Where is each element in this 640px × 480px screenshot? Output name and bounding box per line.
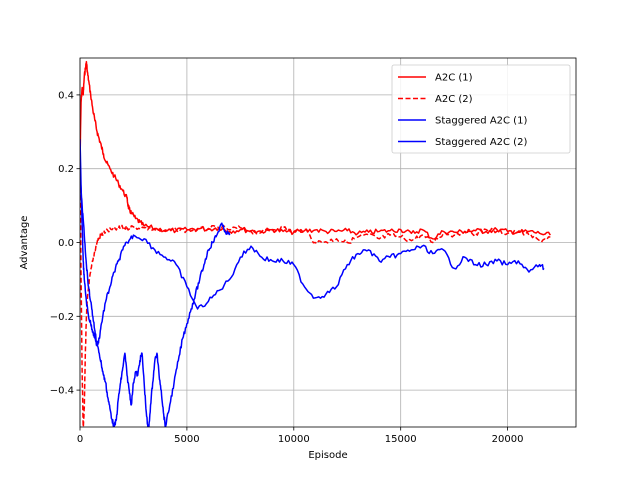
legend-label: Staggered A2C (2) <box>435 137 527 148</box>
legend-label: A2C (1) <box>435 73 473 84</box>
series-line-4 <box>80 176 545 347</box>
x-tick-label: 0 <box>77 434 83 445</box>
x-axis-label: Episode <box>308 450 347 461</box>
y-tick-label: −0.4 <box>50 386 74 397</box>
y-tick-label: 0.0 <box>58 238 74 249</box>
x-tick-label: 10000 <box>278 434 310 445</box>
y-axis-label: Advantage <box>19 216 30 270</box>
x-tick-label: 15000 <box>385 434 417 445</box>
x-tick-label: 5000 <box>174 434 199 445</box>
series-line-2 <box>80 150 551 427</box>
plot-series-group <box>80 60 551 427</box>
x-axis-ticks: 0 5000 10000 15000 20000 <box>77 427 524 445</box>
y-tick-label: −0.2 <box>50 312 74 323</box>
legend-label: Staggered A2C (1) <box>435 116 527 127</box>
y-tick-label: 0.4 <box>58 90 74 101</box>
x-tick-label: 20000 <box>492 434 524 445</box>
y-tick-label: 0.2 <box>58 164 74 175</box>
legend: A2C (1) A2C (2) Staggered A2C (1) Staggered… <box>391 64 571 154</box>
y-axis-ticks: −0.4 −0.2 0.0 0.2 0.4 <box>50 90 80 397</box>
legend-label: A2C (2) <box>435 94 473 105</box>
legend-box <box>391 64 571 154</box>
